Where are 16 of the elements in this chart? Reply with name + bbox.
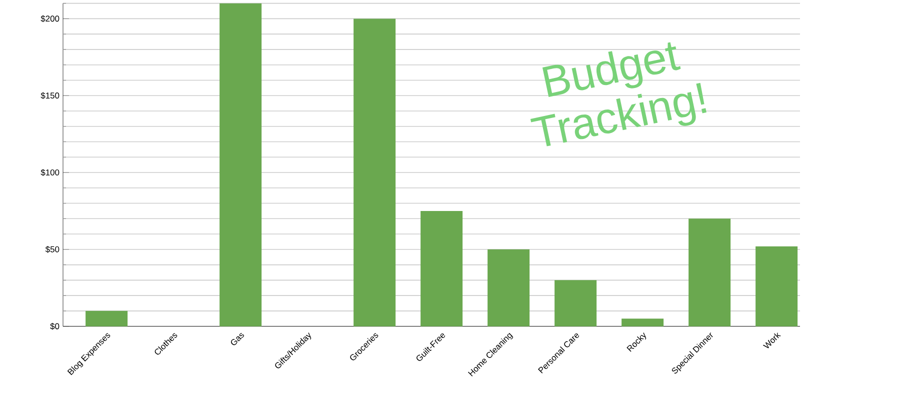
bar xyxy=(86,310,128,326)
bar xyxy=(756,246,798,326)
y-tick-label: $50 xyxy=(45,246,60,253)
y-tick-label: $150 xyxy=(40,92,60,99)
bar xyxy=(622,318,664,326)
bar xyxy=(420,210,463,326)
bar xyxy=(688,218,731,326)
annotation: Budget Tracking! xyxy=(530,42,706,146)
bar xyxy=(220,3,262,326)
y-tick-label: $100 xyxy=(40,168,60,176)
bar xyxy=(354,18,396,326)
bar xyxy=(554,280,597,326)
y-tick-label: $200 xyxy=(40,15,60,22)
bar xyxy=(488,249,530,326)
y-tick-label: $0 xyxy=(50,322,60,330)
x-tick-label: Gas xyxy=(230,332,244,345)
